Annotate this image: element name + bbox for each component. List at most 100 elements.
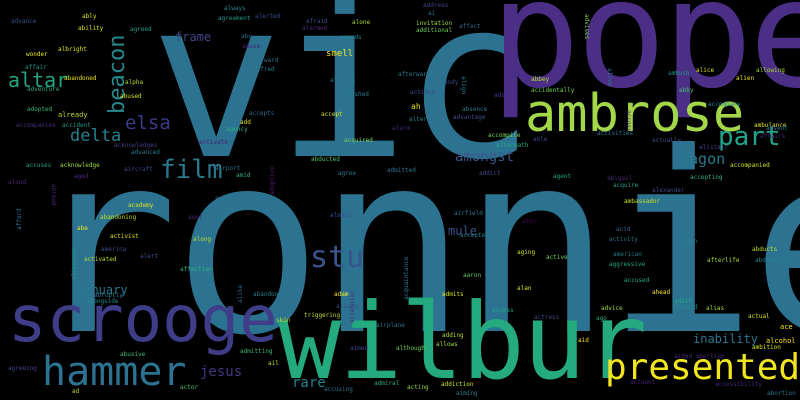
word: abducts [752,246,778,253]
word: adult [674,298,693,305]
word: pope [490,0,800,122]
word: amid [236,172,251,179]
word: adopt [494,92,513,99]
word: ail [268,360,279,367]
word: ago [596,315,607,322]
word: active [546,254,568,261]
word: elsa [125,112,171,134]
word: align [460,76,467,95]
word: alley [214,195,221,214]
word: access [492,307,514,314]
word: acid [616,226,631,233]
word: admitted [387,167,416,174]
word: absent [766,125,788,132]
word: andy [444,79,459,86]
word: alien [736,75,755,82]
word: accept [321,111,343,118]
word: aircraft [124,166,153,173]
word: african [330,77,356,84]
word: amongst [455,149,515,165]
word: wilbur [278,281,647,400]
word: acquaintance [403,256,410,300]
word: aftermath [496,142,529,149]
word: advice [601,305,623,312]
word: actress [534,314,560,321]
word: addiction [441,381,474,388]
word: adopted [27,106,53,113]
word: ai [428,10,436,17]
word: accepted [460,232,489,239]
word: acting [407,384,429,391]
word: agreement [218,15,251,22]
word: aided abortion [674,353,725,360]
word: allows [436,341,458,348]
word: advanced [131,149,160,156]
word: abigail [607,175,633,182]
word: part [718,122,781,152]
word: aiming [456,390,478,397]
word: already [58,111,88,119]
word: ably [82,13,97,20]
word: ah [411,102,421,111]
word: aimed [350,345,369,352]
word: aloud [8,179,27,186]
word: alice [696,67,715,74]
word: abby [679,87,694,94]
word: activity [609,236,638,243]
word: aging [517,249,536,256]
word: aunt [188,214,203,221]
word: film [160,155,223,185]
word: ambition [752,344,781,351]
word: adding [442,332,464,339]
word: allowing [756,67,785,74]
word: ambrose [525,84,745,144]
word: alistair [699,144,728,151]
word: presented [605,347,800,388]
word: aggressive [609,261,646,268]
word: alongside [86,298,119,305]
word: afterwards [398,71,435,78]
word: activated [84,256,117,263]
word: aged [74,173,89,180]
word: acknowledge [60,162,100,169]
word: abortion [767,390,796,397]
word: alan [517,285,532,292]
word: allowed [672,304,698,311]
word: advance [11,18,37,25]
word: affairs [760,133,786,140]
word: delta [70,126,122,146]
word: admiral [374,380,400,387]
word: alike [237,284,244,303]
word: adventure [27,86,60,93]
word: affair [25,64,47,71]
word: skin [276,317,291,324]
word: ace [780,323,793,331]
word: abraham [780,286,787,312]
word: ambassador [624,198,661,205]
word: airport [215,165,241,172]
word: amends [340,34,362,41]
word: alter [409,116,428,123]
word: beacon [105,34,130,114]
word: accompice [488,132,521,139]
word: airplane [376,322,405,329]
word: agency [226,126,248,133]
word: add [240,119,251,126]
word: alert [140,253,159,260]
word: abused [120,93,142,100]
word: ahead [652,289,671,296]
word: accusing [324,386,353,393]
word: actual [748,313,770,320]
word: triggering [304,312,341,319]
word: abu [241,33,252,40]
word: smell [326,49,354,59]
word: advises [583,14,590,40]
word: ambulance [754,122,787,129]
word: accidentally [531,87,575,94]
word: abe [77,225,88,232]
word: afterlife [707,257,740,264]
word: stu [310,240,365,275]
word: ronnie [28,99,800,390]
word: ambushed [340,91,369,98]
